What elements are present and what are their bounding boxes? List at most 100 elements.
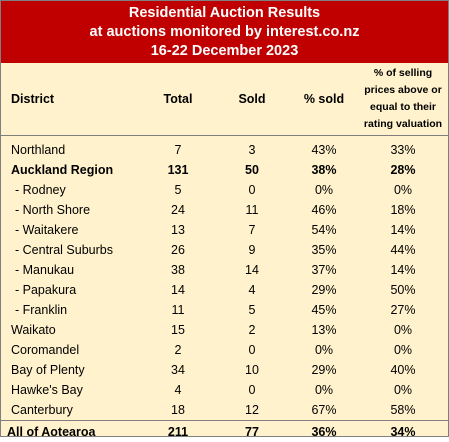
total-row-sold: 77 — [214, 421, 290, 442]
total-row-district: All of Aotearoa — [1, 421, 142, 442]
cell-pct-sold: 13% — [290, 320, 358, 340]
cell-pct-above-rv: 0% — [358, 320, 448, 340]
cell-sold: 0 — [214, 180, 290, 200]
total-row: All of Aotearoa 211 77 36% 34% — [1, 421, 448, 442]
cell-pct-above-rv: 0% — [358, 340, 448, 360]
column-header-total: Total — [142, 63, 214, 136]
header-row: District Total Sold % sold % of selling … — [1, 63, 448, 136]
cell-sold: 0 — [214, 380, 290, 400]
cell-sold: 14 — [214, 260, 290, 280]
cell-pct-sold: 35% — [290, 240, 358, 260]
cell-sold: 7 — [214, 220, 290, 240]
cell-sold: 3 — [214, 136, 290, 161]
cell-pct-above-rv: 27% — [358, 300, 448, 320]
cell-sold: 9 — [214, 240, 290, 260]
cell-total: 38 — [142, 260, 214, 280]
cell-pct-above-rv: 33% — [358, 136, 448, 161]
cell-pct-above-rv: 58% — [358, 400, 448, 421]
cell-pct-sold: 43% — [290, 136, 358, 161]
cell-total: 11 — [142, 300, 214, 320]
cell-pct-sold: 45% — [290, 300, 358, 320]
column-header-pct-above-rv: % of selling prices above or equal to th… — [358, 63, 448, 136]
cell-district: - Papakura — [1, 280, 142, 300]
cell-total: 34 — [142, 360, 214, 380]
cell-district: Waikato — [1, 320, 142, 340]
cell-pct-sold: 0% — [290, 180, 358, 200]
column-header-sold: Sold — [214, 63, 290, 136]
cell-total: 7 — [142, 136, 214, 161]
cell-district: Canterbury — [1, 400, 142, 421]
subtitle-line: at auctions monitored by interest.co.nz — [1, 23, 448, 42]
cell-district: Northland — [1, 136, 142, 161]
cell-pct-sold: 29% — [290, 360, 358, 380]
cell-total: 18 — [142, 400, 214, 421]
cell-sold: 10 — [214, 360, 290, 380]
cell-district: - Rodney — [1, 180, 142, 200]
cell-sold: 50 — [214, 160, 290, 180]
cell-pct-above-rv: 18% — [358, 200, 448, 220]
cell-pct-above-rv: 0% — [358, 380, 448, 400]
cell-district: Bay of Plenty — [1, 360, 142, 380]
cell-pct-above-rv: 0% — [358, 180, 448, 200]
cell-district: - Central Suburbs — [1, 240, 142, 260]
cell-sold: 0 — [214, 340, 290, 360]
column-header-district: District — [1, 63, 142, 136]
cell-district: Hawke's Bay — [1, 380, 142, 400]
cell-district: - Franklin — [1, 300, 142, 320]
cell-total: 5 — [142, 180, 214, 200]
cell-pct-above-rv: 28% — [358, 160, 448, 180]
cell-pct-sold: 38% — [290, 160, 358, 180]
cell-sold: 12 — [214, 400, 290, 421]
cell-pct-sold: 29% — [290, 280, 358, 300]
cell-sold: 5 — [214, 300, 290, 320]
results-table: District Total Sold % sold % of selling … — [1, 63, 448, 442]
cell-pct-above-rv: 44% — [358, 240, 448, 260]
cell-sold: 4 — [214, 280, 290, 300]
cell-district: - Manukau — [1, 260, 142, 280]
cell-total: 2 — [142, 340, 214, 360]
cell-district: - Waitakere — [1, 220, 142, 240]
cell-total: 14 — [142, 280, 214, 300]
cell-total: 4 — [142, 380, 214, 400]
cell-district: Coromandel — [1, 340, 142, 360]
cell-pct-sold: 54% — [290, 220, 358, 240]
cell-sold: 11 — [214, 200, 290, 220]
cell-total: 13 — [142, 220, 214, 240]
cell-pct-above-rv: 50% — [358, 280, 448, 300]
cell-total: 24 — [142, 200, 214, 220]
title-line: Residential Auction Results — [1, 4, 448, 23]
cell-sold: 2 — [214, 320, 290, 340]
title-block: Residential Auction Results at auctions … — [1, 1, 448, 63]
cell-pct-above-rv: 14% — [358, 220, 448, 240]
cell-pct-sold: 37% — [290, 260, 358, 280]
cell-district: Auckland Region — [1, 160, 142, 180]
cell-pct-sold: 67% — [290, 400, 358, 421]
cell-district: - North Shore — [1, 200, 142, 220]
cell-pct-above-rv: 40% — [358, 360, 448, 380]
total-row-pct-above-rv: 34% — [358, 421, 448, 442]
cell-total: 131 — [142, 160, 214, 180]
cell-pct-sold: 46% — [290, 200, 358, 220]
cell-total: 15 — [142, 320, 214, 340]
cell-total: 26 — [142, 240, 214, 260]
column-header-pct-sold: % sold — [290, 63, 358, 136]
cell-pct-sold: 0% — [290, 340, 358, 360]
total-row-total: 211 — [142, 421, 214, 442]
date-line: 16-22 December 2023 — [1, 42, 448, 61]
